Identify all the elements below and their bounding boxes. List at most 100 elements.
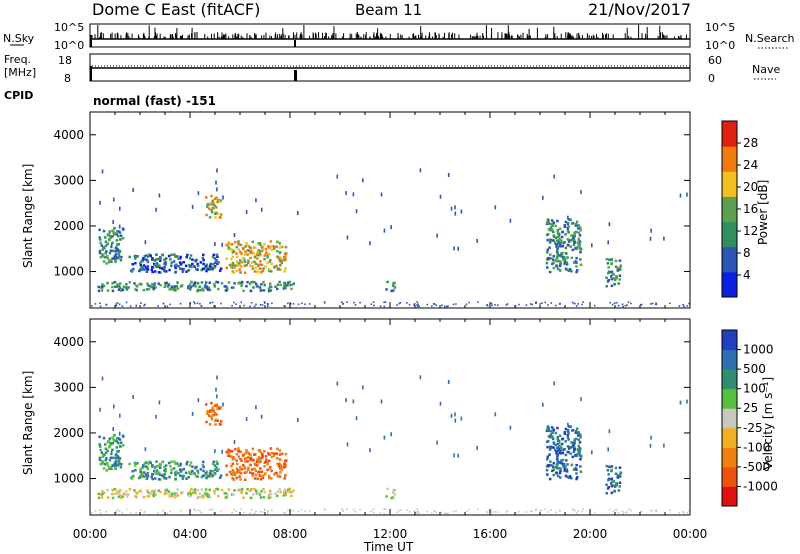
echo-cell [194,302,196,305]
echo-cell [246,456,250,459]
echo-cell [267,474,271,478]
echo-cell [263,461,266,464]
echo-cell [610,258,613,262]
echo-cell [115,239,119,242]
echo-cell [556,453,560,456]
echo-cell [215,259,218,262]
echo-cell [170,261,173,264]
echo-cell [264,509,266,511]
echo-cell [208,264,212,267]
echo-cell [558,461,561,464]
nsky-label: N.Sky [3,32,35,45]
echo-cell [616,474,619,477]
echo-cell [284,286,287,290]
echo-cell [575,246,578,249]
echo-cell [173,286,177,290]
echo-cell [116,490,119,493]
echo-cell [128,462,131,466]
echo-cell [282,494,286,497]
echo-cell [353,301,355,304]
echo-cell [566,429,570,432]
echo-cell [640,510,643,513]
echo-cell [144,510,146,513]
echo-cell [559,269,562,272]
echo-cell [215,403,218,407]
echo-cell [579,455,583,458]
echo-cell [250,509,253,511]
echo-cell [264,472,267,475]
beam-title: Beam 11 [355,1,422,19]
echo-cell [574,431,578,434]
echo-cell [105,510,107,513]
colorbar-swatch [722,246,737,273]
echo-cell [243,260,247,264]
x-tick-label: 12:00 [373,527,408,541]
colorbar-tick-label: -500 [743,460,770,474]
echo-cell [215,460,219,463]
echo-cell [270,477,273,480]
echo-cell [113,404,115,409]
colorbar-tick-label: -25 [743,421,763,435]
echo-cell [239,243,243,247]
echo-cell [453,453,455,458]
echo-cell [283,512,285,514]
echo-cell [509,425,512,430]
echo-cell [205,492,209,495]
echo-cell [228,263,232,267]
echo-cell [297,211,299,215]
echo-cell [555,243,558,247]
echo-cell [563,240,566,244]
echo-cell [548,246,551,249]
echo-cell [176,494,180,497]
echo-cell [146,264,150,268]
echo-cell [159,463,162,467]
echo-cell [206,266,209,269]
echo-cell [151,465,154,469]
echo-cell [102,453,105,456]
echo-cell [125,301,128,304]
echo-cell [247,259,250,263]
echo-cell [240,261,244,264]
echo-cell [565,268,568,271]
echo-cell [249,463,252,467]
echo-cell [225,257,228,260]
echo-cell [233,282,236,285]
colorbar-tick-label: 28 [743,136,758,150]
echo-cell [539,303,542,305]
echo-cell [577,432,580,435]
echo-cell [214,468,217,471]
echo-cell [164,490,168,494]
echo-cell [187,494,190,497]
echo-cell [249,458,252,462]
echo-cell [563,259,566,263]
echo-cell [148,253,151,256]
echo-cell [547,511,549,513]
echo-cell [139,468,142,471]
echo-cell [216,255,219,259]
echo-cell [148,460,151,463]
echo-cell [549,446,552,450]
nsky-tick-top: 10^5 [54,21,84,34]
echo-cell [477,301,479,304]
echo-cell [284,267,287,270]
echo-cell [170,468,173,471]
echo-cell [579,465,582,468]
echo-cell [292,282,295,285]
echo-cell [173,285,177,288]
echo-cell [574,430,578,433]
echo-cell [213,492,216,495]
echo-cell [263,508,266,510]
echo-cell [246,488,249,491]
echo-cell [610,270,614,274]
echo-cell [267,496,271,500]
echo-cell [211,406,214,409]
echo-cell [94,303,97,305]
echo-cell [359,508,361,511]
echo-cell [101,493,104,496]
x-tick-label: 16:00 [473,527,508,541]
echo-cell [151,472,154,476]
echo-cell [128,488,132,491]
echo-cell [211,255,215,259]
echo-cell [118,445,122,448]
echo-cell [567,422,569,427]
